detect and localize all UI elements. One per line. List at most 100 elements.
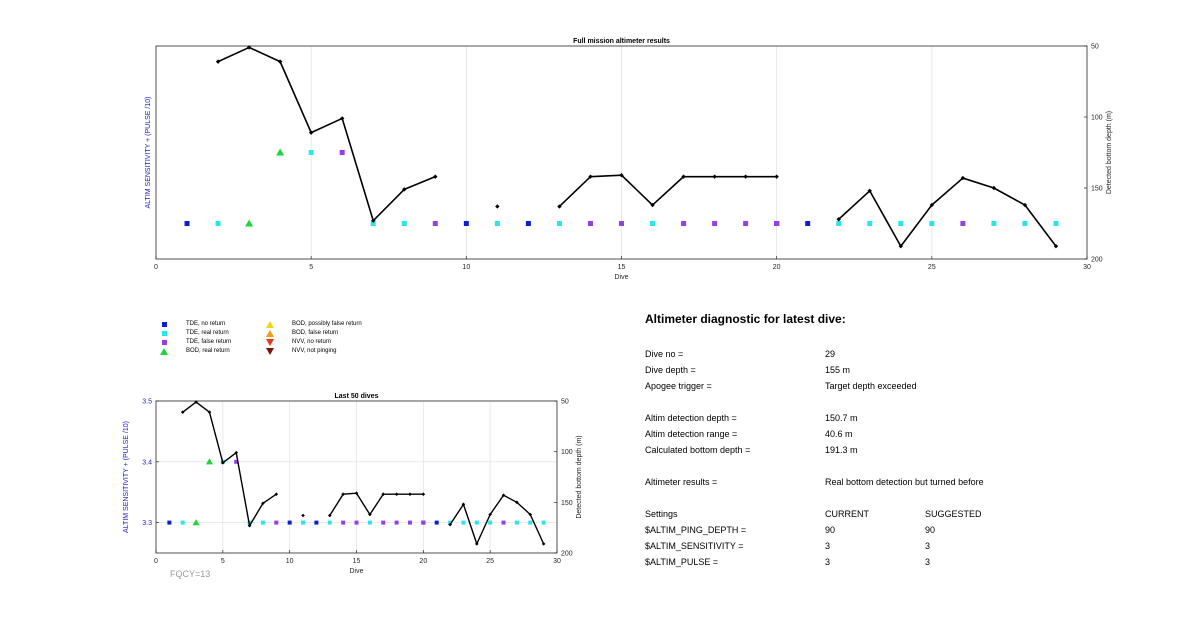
- square-marker: [448, 520, 453, 525]
- square-marker: [867, 221, 873, 226]
- square-marker: [1022, 221, 1028, 226]
- diagnostic-label: Altim detection range =: [645, 429, 738, 439]
- square-marker: [370, 221, 376, 226]
- square-marker: [354, 520, 359, 525]
- x-tick-label: 10: [286, 558, 294, 565]
- square-marker: [274, 520, 279, 525]
- x-tick-label: 30: [1083, 264, 1091, 271]
- depth-point: [221, 461, 225, 465]
- legend-label: BOD, false return: [292, 330, 339, 336]
- square-marker: [619, 221, 624, 226]
- x-tick-label: 15: [353, 558, 361, 565]
- depth-point: [402, 187, 407, 192]
- y-right-tick-label: 100: [1091, 115, 1103, 122]
- depth-point: [433, 174, 438, 179]
- settings-current-value: 3: [825, 541, 831, 551]
- triangle-up-marker-icon: [160, 348, 168, 355]
- settings-suggested-value: 3: [925, 557, 931, 567]
- settings-suggested-value: 3: [925, 541, 931, 551]
- square-marker: [260, 520, 265, 525]
- legend-label: NVV, no return: [292, 339, 332, 345]
- square-marker: [308, 150, 314, 155]
- square-marker: [234, 459, 239, 464]
- square-marker: [432, 221, 438, 226]
- y-right-tick-label: 200: [1091, 257, 1103, 264]
- square-marker: [184, 221, 190, 226]
- depth-point: [394, 492, 399, 497]
- chart-title: Full mission altimeter results: [573, 38, 670, 45]
- square-marker: [836, 221, 842, 226]
- depth-point: [247, 523, 252, 528]
- square-marker: [528, 520, 533, 525]
- depth-point: [301, 513, 305, 518]
- x-tick-label: 25: [928, 264, 936, 271]
- y-right-axis-label: Detected bottom depth (m): [1106, 111, 1113, 194]
- diagnostic-label: Altim detection depth =: [645, 413, 737, 423]
- y-right-tick-label: 150: [1091, 186, 1103, 193]
- square-marker-icon: [162, 331, 167, 336]
- depth-point: [261, 501, 265, 506]
- y-right-tick-label: 150: [561, 500, 573, 507]
- square-marker-icon: [162, 322, 167, 327]
- diagnostic-value: Target depth exceeded: [825, 381, 917, 391]
- depth-point: [1022, 202, 1028, 208]
- chart-title: Last 50 dives: [335, 393, 379, 400]
- depth-point: [194, 400, 198, 404]
- legend-label: BOD, possibly false return: [292, 321, 362, 327]
- square-marker: [421, 520, 426, 525]
- square-marker: [1053, 221, 1059, 226]
- depth-point: [461, 502, 466, 507]
- depth-line: [329, 492, 424, 516]
- square-marker: [463, 221, 469, 226]
- y-right-tick-label: 50: [1091, 44, 1099, 51]
- depth-point: [515, 500, 519, 505]
- depth-point: [867, 188, 872, 194]
- depth-point: [588, 174, 593, 179]
- x-tick-label: 30: [553, 558, 561, 565]
- diagnostic-value: 191.3 m: [825, 445, 858, 455]
- chart-legend: TDE, no return TDE, real return TDE, fal…: [160, 320, 420, 362]
- depth-point: [488, 512, 492, 517]
- square-marker: [743, 221, 749, 226]
- square-marker: [301, 520, 306, 525]
- x-tick-label: 20: [419, 558, 427, 565]
- depth-point: [836, 217, 841, 222]
- depth-point: [475, 542, 479, 546]
- triangle-marker: [205, 458, 213, 465]
- diagnostic-label: Calculated bottom depth =: [645, 445, 751, 455]
- settings-current-value: 3: [825, 557, 831, 567]
- diagnostic-value: Real bottom detection but turned before: [825, 477, 984, 487]
- x-axis-label: Dive: [614, 274, 628, 281]
- depth-point: [619, 173, 624, 178]
- depth-point: [495, 204, 500, 209]
- depth-line: [182, 401, 277, 527]
- depth-point: [215, 59, 221, 64]
- depth-point: [929, 202, 935, 208]
- depth-point: [277, 59, 283, 64]
- x-tick-label: 5: [309, 264, 313, 271]
- x-tick-label: 25: [486, 558, 494, 565]
- depth-point: [308, 130, 314, 135]
- depth-point: [274, 492, 279, 497]
- settings-label: $ALTIM_PING_DEPTH =: [645, 525, 747, 535]
- depth-point: [501, 493, 506, 498]
- legend-label: NVV, not pinging: [292, 348, 337, 354]
- depth-point: [408, 492, 412, 497]
- triangle-up-marker-icon: [266, 321, 274, 328]
- depth-point: [528, 512, 533, 517]
- square-marker: [367, 520, 372, 525]
- settings-label: $ALTIM_SENSITIVITY =: [645, 541, 744, 551]
- settings-header-suggested: SUGGESTED: [925, 509, 982, 519]
- settings-header-label: Settings: [645, 509, 678, 519]
- square-marker: [327, 520, 332, 525]
- diagnostic-value: 29: [825, 349, 836, 359]
- square-marker: [774, 221, 780, 226]
- depth-point: [341, 492, 345, 497]
- x-tick-label: 20: [773, 264, 781, 271]
- depth-point: [340, 116, 345, 121]
- square-marker: [339, 150, 345, 155]
- square-marker: [381, 520, 386, 525]
- square-marker: [587, 221, 593, 226]
- square-marker: [898, 221, 904, 226]
- full-mission-chart: 0 5 10 15 20 25 30 50 100 150 200 Full mission alti…: [145, 38, 1113, 281]
